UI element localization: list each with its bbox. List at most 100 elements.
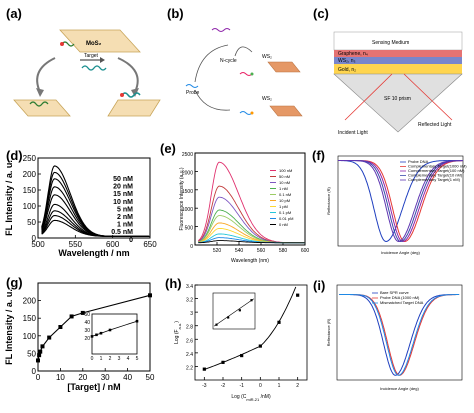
y-tick-label: 500 [185, 226, 194, 232]
probe-label-b: Probe [186, 90, 200, 96]
ws2-label-top: WS₂ [262, 54, 272, 60]
legend-entry: 0.01 pM [279, 216, 293, 221]
data-point [58, 325, 63, 329]
schematic-b: WS₂ WS₂ N-cycle Probe [185, 28, 303, 117]
data-point [221, 360, 225, 364]
data-point [47, 335, 52, 340]
inset-data-point [90, 335, 94, 338]
y-tick-label: 2.4 [186, 352, 193, 358]
b-cycle-arc [234, 46, 253, 57]
inset-fit-line [213, 298, 255, 327]
b-dye-1 [250, 72, 254, 76]
x-tick-label: 40 [123, 373, 132, 382]
panel-label-e: (e) [160, 141, 176, 156]
x-tick-label: -2 [221, 383, 226, 389]
data-point [38, 349, 43, 354]
prism [333, 73, 463, 133]
b-probe-strand [185, 84, 199, 88]
inset-y-tick-label: 50 [84, 312, 90, 318]
probe-strand-a [61, 41, 75, 47]
layer-ws2-label: WS₂, n₃ [338, 58, 356, 64]
y-axis-label: Reflectance (R) [326, 318, 331, 346]
y-tick-label: 100 [23, 202, 37, 211]
y-tick-label: 3.2 [186, 298, 193, 304]
data-point [69, 314, 74, 319]
plot-frame [37, 157, 151, 239]
inset-y-tick-label: 40 [84, 320, 90, 326]
y-tick-label: 2.6 [186, 338, 193, 344]
y-tick-label: 3 [190, 311, 193, 317]
legend-entry: 2 nM [117, 214, 133, 221]
incident-ray [344, 73, 393, 121]
x-tick-label: 10 [56, 373, 65, 382]
data-point [37, 353, 42, 358]
panel-label-d: (d) [6, 148, 23, 163]
y-tick-label: 2000 [182, 170, 193, 176]
layer-ws2 [334, 57, 462, 64]
y-tick-label: 2.8 [186, 325, 193, 331]
arrow-right-head [131, 88, 139, 97]
y-tick-label: 0 [190, 244, 193, 250]
b-target-strand [211, 28, 231, 32]
legend-entry: Complementary Target(1000 nM) [408, 164, 467, 169]
plot-frame [337, 155, 464, 247]
series-line-5 [198, 222, 305, 244]
legend-entry: 50 nM [279, 174, 290, 179]
legend-entry: 0.1 pM [279, 210, 291, 215]
series-line-0 [338, 160, 463, 243]
b-arrow-up [194, 44, 229, 83]
mos2-plate-right [107, 99, 161, 117]
legend-entry: Complementary Target(100 nM) [408, 168, 465, 173]
x-axis-label: Log (CmiR-21 /nM) [231, 394, 271, 402]
y-tick-label: 50 [27, 218, 36, 227]
x-tick-label: 520 [213, 248, 222, 254]
inset-data-point [227, 316, 230, 319]
x-tick-label: 550 [69, 240, 83, 249]
data-point [202, 367, 206, 371]
data-point [148, 293, 152, 298]
y-tick-label: 250 [23, 154, 37, 163]
legend-entry: Mismatched Target DNA [380, 300, 424, 305]
fit-curve [204, 286, 297, 370]
x-tick-label: 1 [278, 383, 281, 389]
ws2-label-bottom: WS₂ [262, 96, 272, 102]
y-axis-label: Fluorescence Intensity (a.u.) [179, 167, 185, 230]
legend-entry: 10 pM [279, 198, 290, 203]
panel-label-g: (g) [6, 275, 23, 290]
inset-x-tick-label: 1 [100, 356, 103, 362]
legend-entry: 0.1 nM [279, 192, 291, 197]
y-tick-label: 0 [32, 234, 37, 243]
y-axis-label: FL Intensity / a. u. [4, 289, 14, 365]
series-line-8 [41, 219, 150, 237]
plot-frame [336, 284, 463, 381]
dye-dot-a [60, 42, 64, 46]
x-tick-label: -3 [202, 383, 207, 389]
x-axis-label: Wavelength / nm [58, 248, 129, 258]
legend-entry: Complementary Target(1 nM) [408, 177, 461, 182]
plot-frame [194, 284, 308, 381]
mos2-plate-left [13, 99, 71, 117]
legend-entry: 0 [129, 237, 133, 244]
panel-label-c: (c) [313, 6, 329, 21]
reflected-label: Reflected Light [418, 122, 452, 128]
duplex-right [121, 92, 141, 98]
x-tick-label: 2 [296, 383, 299, 389]
y-tick-label: 2.2 [186, 365, 193, 371]
x-tick-label: 540 [235, 248, 244, 254]
legend-entry: Probe DNA [408, 159, 429, 164]
schematic-c: Sensing Medium Graphene, n₄ WS₂, n₃ Gold… [333, 31, 463, 136]
data-point [258, 344, 262, 348]
data-point [80, 310, 85, 315]
target-strand [81, 65, 107, 71]
legend-entry: 1 nM [279, 186, 288, 191]
data-point [40, 344, 45, 349]
plot-frame [37, 282, 151, 372]
chart-e: 520 540 560 580 600 0 500 1000 1500 2000 2500 100 n… [179, 152, 309, 264]
data-point [296, 293, 300, 297]
b-arrow-down [194, 89, 231, 111]
series-line-4 [338, 160, 463, 243]
legend-entry: 15 nM [113, 191, 133, 198]
ws2-plate-bottom [269, 105, 303, 117]
